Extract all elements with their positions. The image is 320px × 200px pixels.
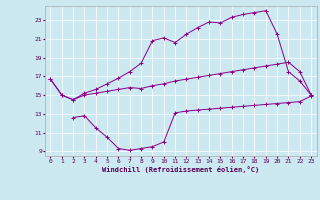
X-axis label: Windchill (Refroidissement éolien,°C): Windchill (Refroidissement éolien,°C) [102, 166, 260, 173]
